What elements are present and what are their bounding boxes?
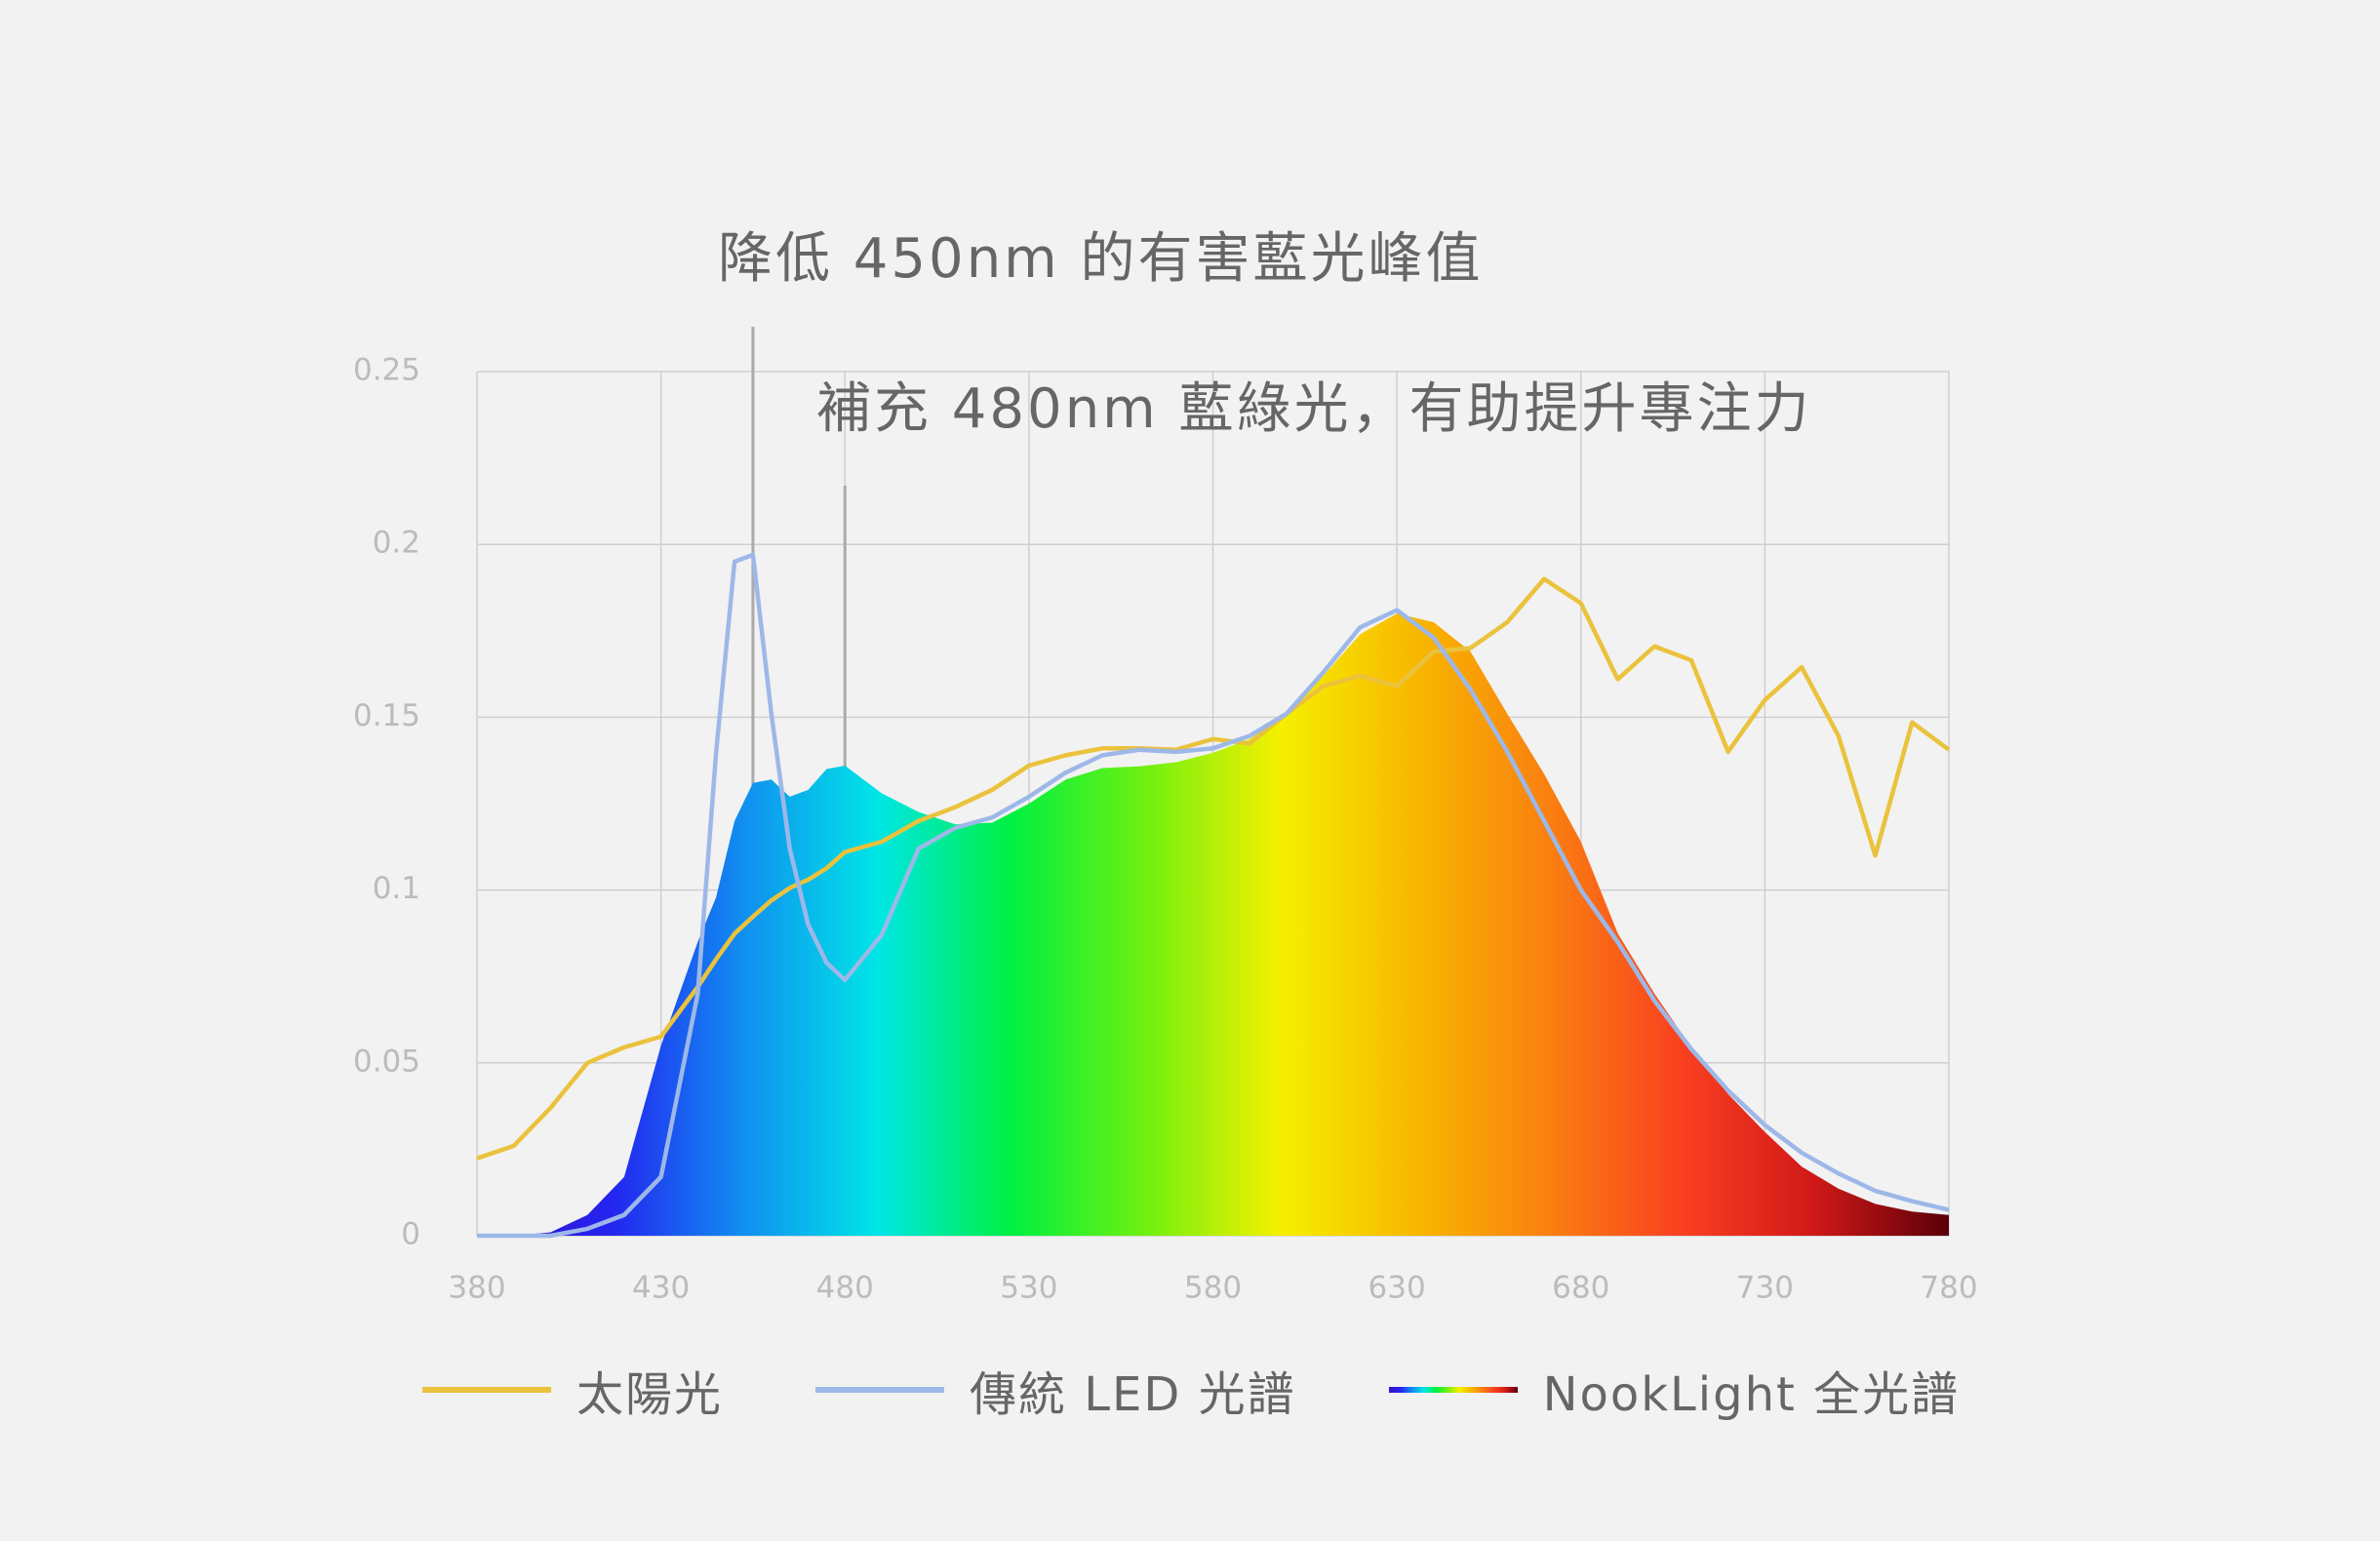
legend-label: 傳統 LED 光譜 xyxy=(970,1367,1296,1422)
legend-swatch xyxy=(815,1387,945,1393)
y-tick-label: 0.25 xyxy=(353,353,420,388)
x-tick-label: 780 xyxy=(1920,1271,1977,1306)
area xyxy=(477,613,1949,1236)
annotation: 降低 450nm 的有害藍光峰值 xyxy=(718,227,1484,291)
y-tick-label: 0 xyxy=(401,1217,420,1252)
annotation: 補充 480nm 藍綠光，有助提升專注力 xyxy=(816,377,1812,441)
x-tick-label: 380 xyxy=(448,1271,505,1306)
x-tick-label: 430 xyxy=(632,1271,690,1306)
legend-item: 太陽光 xyxy=(422,1356,723,1424)
legend-item: 傳統 LED 光譜 xyxy=(815,1356,1296,1424)
y-tick-label: 0.05 xyxy=(353,1044,420,1079)
legend-label: 太陽光 xyxy=(576,1367,724,1422)
line xyxy=(477,552,1950,1239)
y-tick-label: 0.2 xyxy=(373,526,420,561)
legend-swatch xyxy=(1388,1387,1518,1393)
x-tick-label: 680 xyxy=(1552,1271,1609,1306)
x-tick-label: 530 xyxy=(1000,1271,1057,1306)
x-tick-label: 630 xyxy=(1368,1271,1426,1306)
x-tick-label: 480 xyxy=(816,1271,874,1306)
legend-item: NookLight 全光譜 xyxy=(1388,1356,1961,1424)
x-tick-label: 730 xyxy=(1736,1271,1794,1306)
legend-label: NookLight 全光譜 xyxy=(1542,1367,1961,1422)
legend-swatch xyxy=(422,1387,551,1393)
x-tick-label: 580 xyxy=(1184,1271,1242,1306)
y-tick-label: 0.1 xyxy=(373,871,420,906)
y-tick-label: 0.15 xyxy=(353,698,420,733)
legend: 太陽光 傳統 LED 光譜 NookLight 全光譜 xyxy=(422,1361,1960,1422)
